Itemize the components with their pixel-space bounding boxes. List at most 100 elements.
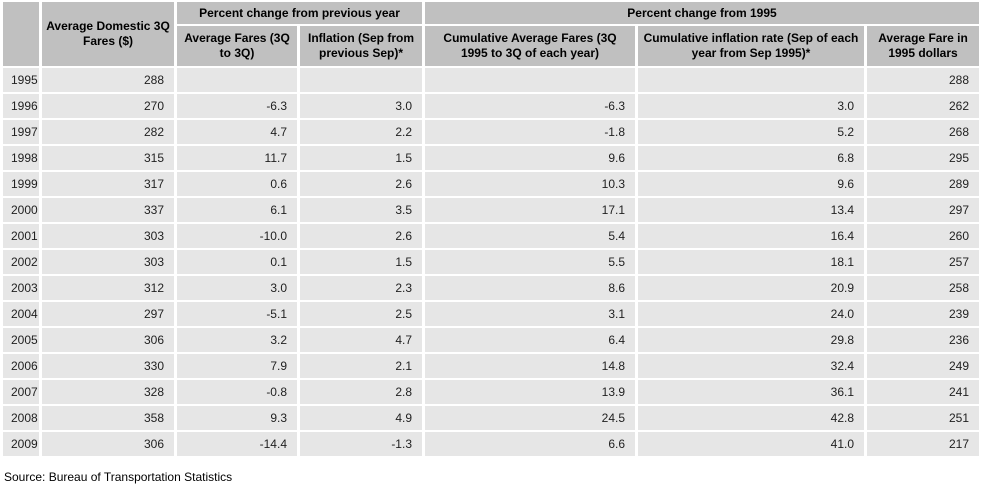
cell-avg-fares-change: 0.6 [177,172,297,196]
cell-inflation: 2.5 [300,302,422,326]
year-cell: 2002 [3,250,39,274]
table-row: 1999 317 0.6 2.6 10.3 9.6 289 [3,172,979,196]
cell-inflation: 1.5 [300,146,422,170]
cell-cumulative-fares: 24.5 [425,406,635,430]
cell-avg-domestic: 270 [42,94,174,118]
cell-cumulative-fares: 8.6 [425,276,635,300]
cell-cumulative-fares: 5.5 [425,250,635,274]
cell-cumulative-fares: 17.1 [425,198,635,222]
cell-avg-domestic: 337 [42,198,174,222]
cell-fare-1995-dollars: 260 [867,224,979,248]
cell-cumulative-fares: 3.1 [425,302,635,326]
cell-cumulative-inflation: 20.9 [638,276,864,300]
table-row: 1997 282 4.7 2.2 -1.8 5.2 268 [3,120,979,144]
cell-avg-fares-change: 11.7 [177,146,297,170]
cell-cumulative-fares: -6.3 [425,94,635,118]
header-group-row: Average Domestic 3Q Fares ($) Percent ch… [3,2,979,66]
year-cell: 2001 [3,224,39,248]
fares-table: Average Domestic 3Q Fares ($) Percent ch… [3,2,979,456]
year-cell: 2008 [3,406,39,430]
cell-cumulative-fares: 6.6 [425,432,635,456]
cell-avg-domestic: 306 [42,432,174,456]
cell-inflation: 2.6 [300,172,422,196]
cell-avg-fares-change: -10.0 [177,224,297,248]
table-row: 2009 306 -14.4 -1.3 6.6 41.0 217 [3,432,979,456]
cell-cumulative-inflation: 36.1 [638,380,864,404]
cell-inflation: 2.8 [300,380,422,404]
cell-cumulative-fares: 14.8 [425,354,635,378]
cell-inflation: 4.7 [300,328,422,352]
cell-avg-domestic: 312 [42,276,174,300]
cell-cumulative-fares: 13.9 [425,380,635,404]
table-row: 2003 312 3.0 2.3 8.6 20.9 258 [3,276,979,300]
cell-avg-domestic: 317 [42,172,174,196]
cell-cumulative-fares: -1.8 [425,120,635,144]
col-header-avg-domestic-fares: Average Domestic 3Q Fares ($) [42,2,174,66]
cell-inflation [300,68,422,92]
table-row: 2002 303 0.1 1.5 5.5 18.1 257 [3,250,979,274]
table-row: 2005 306 3.2 4.7 6.4 29.8 236 [3,328,979,352]
cell-cumulative-inflation: 3.0 [638,94,864,118]
cell-avg-fares-change: 7.9 [177,354,297,378]
cell-avg-domestic: 328 [42,380,174,404]
year-cell: 1996 [3,94,39,118]
cell-avg-fares-change: 3.2 [177,328,297,352]
table-row: 1995 288 288 [3,68,979,92]
cell-avg-fares-change: 9.3 [177,406,297,430]
cell-fare-1995-dollars: 217 [867,432,979,456]
year-cell: 2006 [3,354,39,378]
cell-fare-1995-dollars: 236 [867,328,979,352]
cell-fare-1995-dollars: 251 [867,406,979,430]
cell-avg-domestic: 306 [42,328,174,352]
cell-inflation: 3.5 [300,198,422,222]
cell-avg-fares-change: -0.8 [177,380,297,404]
cell-avg-fares-change: -5.1 [177,302,297,326]
cell-cumulative-fares: 9.6 [425,146,635,170]
year-cell: 2007 [3,380,39,404]
cell-avg-fares-change [177,68,297,92]
cell-cumulative-inflation: 24.0 [638,302,864,326]
cell-fare-1995-dollars: 268 [867,120,979,144]
cell-inflation: 2.1 [300,354,422,378]
cell-fare-1995-dollars: 289 [867,172,979,196]
cell-cumulative-fares: 10.3 [425,172,635,196]
cell-cumulative-inflation: 9.6 [638,172,864,196]
group-header-percent-change-from-1995: Percent change from 1995 [425,2,979,24]
cell-fare-1995-dollars: 249 [867,354,979,378]
table-row: 2001 303 -10.0 2.6 5.4 16.4 260 [3,224,979,248]
cell-fare-1995-dollars: 295 [867,146,979,170]
cell-inflation: 2.6 [300,224,422,248]
cell-avg-fares-change: 0.1 [177,250,297,274]
col-header-average-fares-3q: Average Fares (3Q to 3Q) [177,26,297,66]
year-cell: 2005 [3,328,39,352]
table-row: 2007 328 -0.8 2.8 13.9 36.1 241 [3,380,979,404]
cell-fare-1995-dollars: 258 [867,276,979,300]
cell-fare-1995-dollars: 239 [867,302,979,326]
col-header-inflation-prev-sep: Inflation (Sep from previous Sep)* [300,26,422,66]
cell-avg-domestic: 288 [42,68,174,92]
cell-avg-domestic: 358 [42,406,174,430]
cell-avg-domestic: 330 [42,354,174,378]
cell-cumulative-inflation: 13.4 [638,198,864,222]
cell-avg-fares-change: 6.1 [177,198,297,222]
cell-inflation: 3.0 [300,94,422,118]
cell-avg-fares-change: -6.3 [177,94,297,118]
cell-cumulative-inflation: 6.8 [638,146,864,170]
cell-inflation: 2.2 [300,120,422,144]
table-row: 1996 270 -6.3 3.0 -6.3 3.0 262 [3,94,979,118]
table-row: 2008 358 9.3 4.9 24.5 42.8 251 [3,406,979,430]
cell-cumulative-inflation: 32.4 [638,354,864,378]
year-cell: 1997 [3,120,39,144]
cell-avg-domestic: 303 [42,250,174,274]
table-row: 2006 330 7.9 2.1 14.8 32.4 249 [3,354,979,378]
col-header-average-fare-1995-dollars: Average Fare in 1995 dollars [867,26,979,66]
cell-avg-fares-change: 3.0 [177,276,297,300]
cell-cumulative-inflation: 29.8 [638,328,864,352]
year-cell: 2009 [3,432,39,456]
cell-avg-domestic: 315 [42,146,174,170]
cell-cumulative-inflation: 16.4 [638,224,864,248]
cell-avg-domestic: 303 [42,224,174,248]
cell-inflation: -1.3 [300,432,422,456]
cell-cumulative-inflation: 41.0 [638,432,864,456]
